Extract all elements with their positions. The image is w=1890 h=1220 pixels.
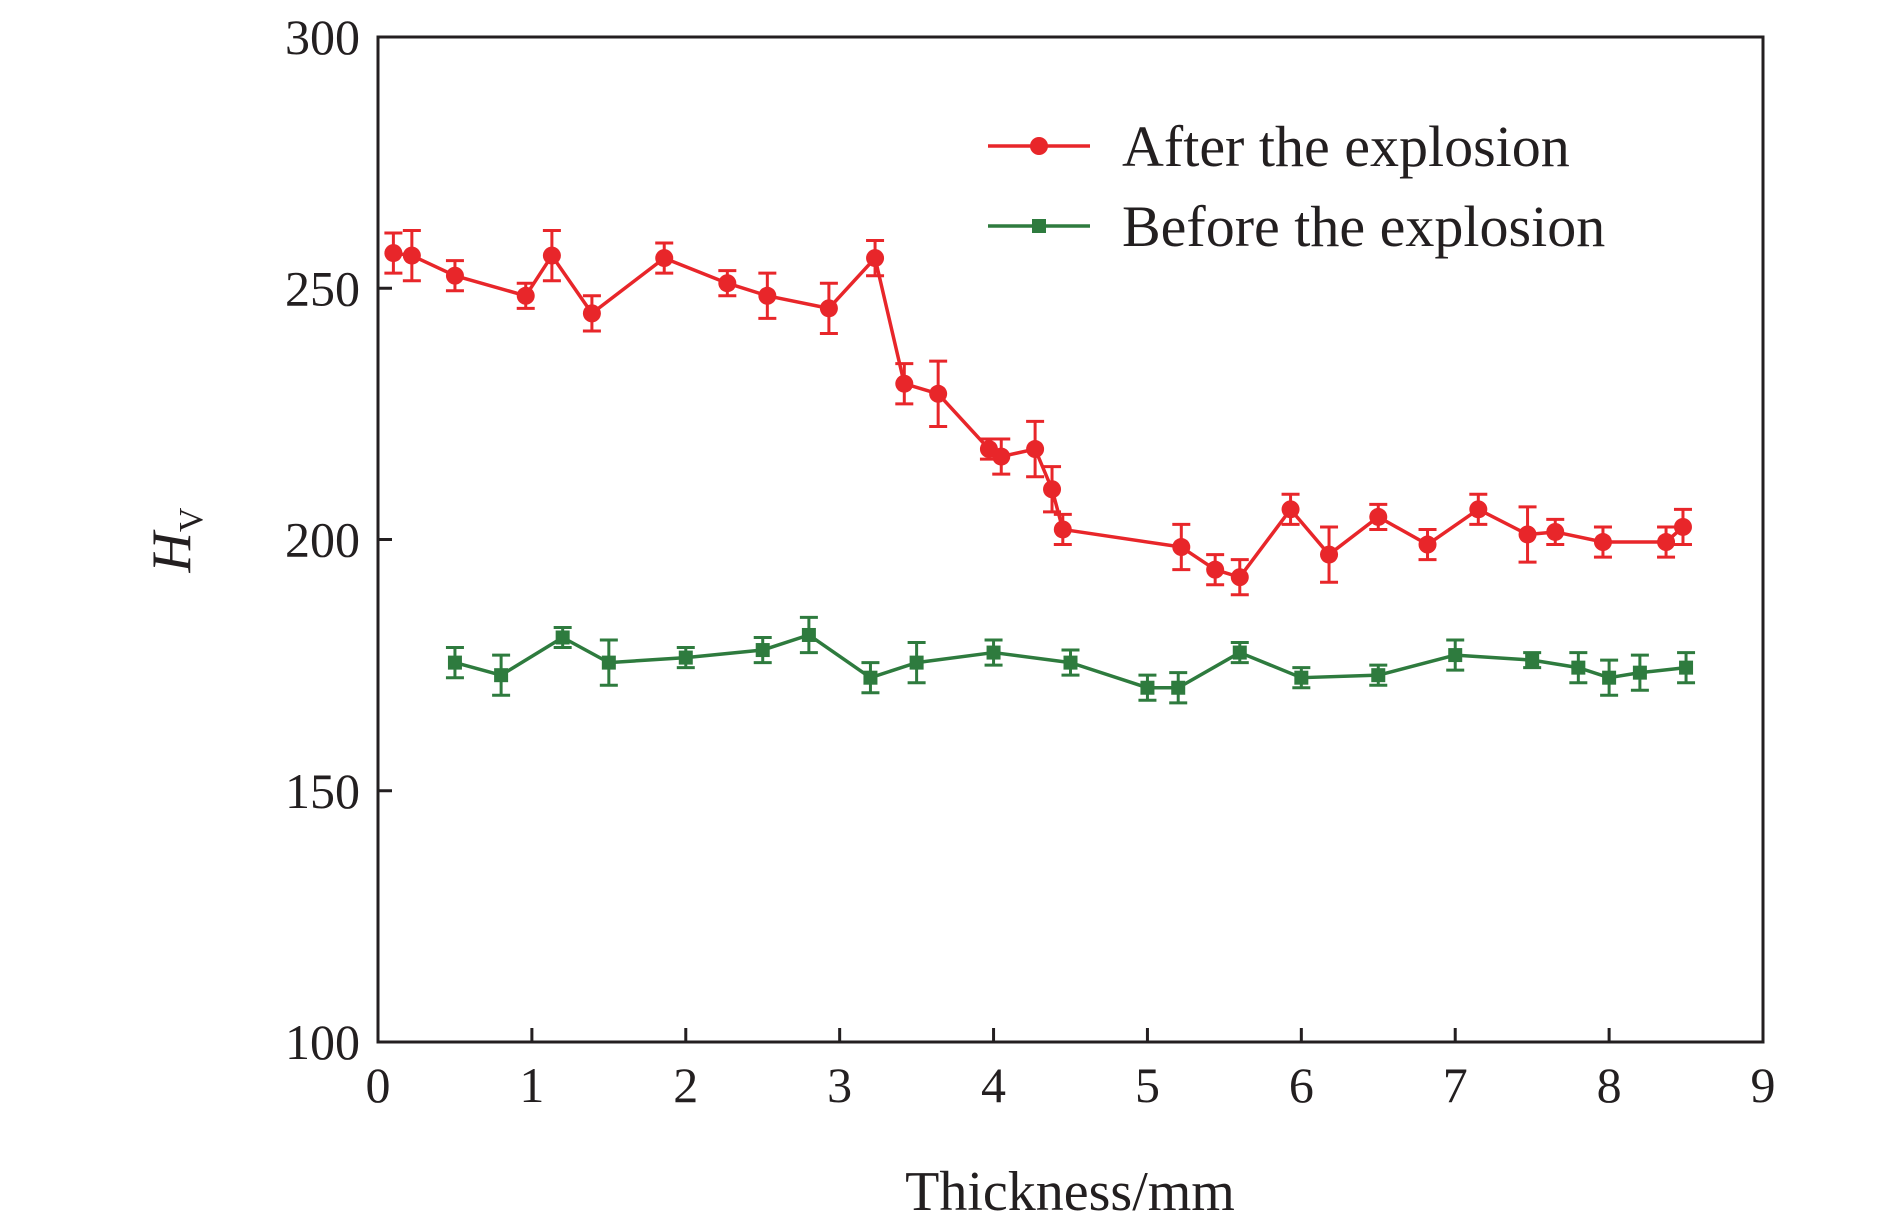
data-point-after xyxy=(992,447,1011,466)
y-axis-label-main: H xyxy=(141,530,203,574)
data-point-before xyxy=(1448,648,1463,663)
y-tick-label: 200 xyxy=(285,512,360,568)
data-point-before xyxy=(909,655,924,670)
data-point-before xyxy=(1679,660,1694,675)
y-axis-label: HV xyxy=(141,507,210,573)
legend-marker xyxy=(1030,137,1048,155)
data-point-after xyxy=(1206,560,1225,579)
data-point-after xyxy=(866,249,885,268)
data-point-before xyxy=(555,630,570,645)
data-point-after xyxy=(516,286,535,305)
x-tick-label: 4 xyxy=(981,1057,1006,1113)
data-point-after xyxy=(1172,538,1191,557)
data-point-after xyxy=(895,374,914,393)
legend-label: Before the explosion xyxy=(1122,194,1605,259)
data-point-after xyxy=(542,246,561,265)
data-point-after xyxy=(582,304,601,323)
data-point-before xyxy=(447,655,462,670)
data-point-after xyxy=(1053,520,1072,539)
data-point-after xyxy=(1546,522,1565,541)
y-tick-label: 100 xyxy=(285,1014,360,1070)
data-point-after xyxy=(929,384,948,403)
data-point-before xyxy=(863,670,878,685)
error-bars xyxy=(384,228,1696,705)
data-point-before xyxy=(755,643,770,658)
legend-item-after: After the explosion xyxy=(988,114,1570,179)
x-tick-label: 9 xyxy=(1751,1057,1776,1113)
y-tick-label: 300 xyxy=(285,9,360,65)
data-point-before xyxy=(1525,653,1540,668)
x-tick-label: 6 xyxy=(1289,1057,1314,1113)
data-point-before xyxy=(801,627,816,642)
data-point-after xyxy=(1593,533,1612,552)
data-point-after xyxy=(1673,517,1692,536)
data-point-after xyxy=(445,266,464,285)
data-point-before xyxy=(678,650,693,665)
legend: After the explosion Before the explosion xyxy=(988,114,1605,259)
y-tick-label: 150 xyxy=(285,763,360,819)
data-point-after xyxy=(718,274,737,293)
data-point-after xyxy=(1657,533,1676,552)
legend-item-before: Before the explosion xyxy=(988,194,1605,259)
data-point-after xyxy=(1281,500,1300,519)
data-point-after xyxy=(819,299,838,318)
legend-marker xyxy=(1032,219,1046,233)
data-point-after xyxy=(1043,480,1062,499)
data-point-after xyxy=(758,286,777,305)
data-point-before xyxy=(1140,680,1155,695)
data-point-after xyxy=(1518,525,1537,544)
x-tick-label: 3 xyxy=(827,1057,852,1113)
data-point-before xyxy=(1632,665,1647,680)
data-point-after xyxy=(1026,440,1045,459)
data-point-after xyxy=(402,246,421,265)
data-point-after xyxy=(384,244,403,263)
x-tick-label: 2 xyxy=(673,1057,698,1113)
data-point-after xyxy=(1469,500,1488,519)
x-axis: 0 1 2 3 4 5 6 7 8 9 xyxy=(366,1028,1776,1113)
y-axis: 100 150 200 250 300 xyxy=(285,9,392,1070)
series-line-before xyxy=(454,633,1687,690)
data-point-before xyxy=(1171,680,1186,695)
data-point-before xyxy=(1571,660,1586,675)
x-tick-label: 0 xyxy=(366,1057,391,1113)
data-point-before xyxy=(494,668,509,683)
x-tick-label: 7 xyxy=(1443,1057,1468,1113)
series-markers xyxy=(384,244,1694,695)
data-point-before xyxy=(1602,670,1617,685)
data-point-before xyxy=(1232,645,1247,660)
data-point-after xyxy=(1320,545,1339,564)
data-point-before xyxy=(1063,655,1078,670)
data-point-after xyxy=(655,249,674,268)
data-point-after xyxy=(1230,568,1249,587)
x-tick-label: 8 xyxy=(1597,1057,1622,1113)
legend-label: After the explosion xyxy=(1122,114,1570,179)
y-axis-label-sub: V xyxy=(173,507,210,532)
x-tick-label: 1 xyxy=(519,1057,544,1113)
data-point-after xyxy=(1418,535,1437,554)
y-tick-label: 250 xyxy=(285,260,360,316)
data-point-before xyxy=(1294,670,1309,685)
svg-text:HV: HV xyxy=(141,507,210,573)
data-point-before xyxy=(601,655,616,670)
data-point-before xyxy=(986,645,1001,660)
x-axis-label: Thickness/mm xyxy=(905,1161,1235,1220)
series-line-after xyxy=(393,251,1685,579)
data-point-before xyxy=(1371,668,1386,683)
data-point-after xyxy=(1369,507,1388,526)
x-tick-label: 5 xyxy=(1135,1057,1160,1113)
